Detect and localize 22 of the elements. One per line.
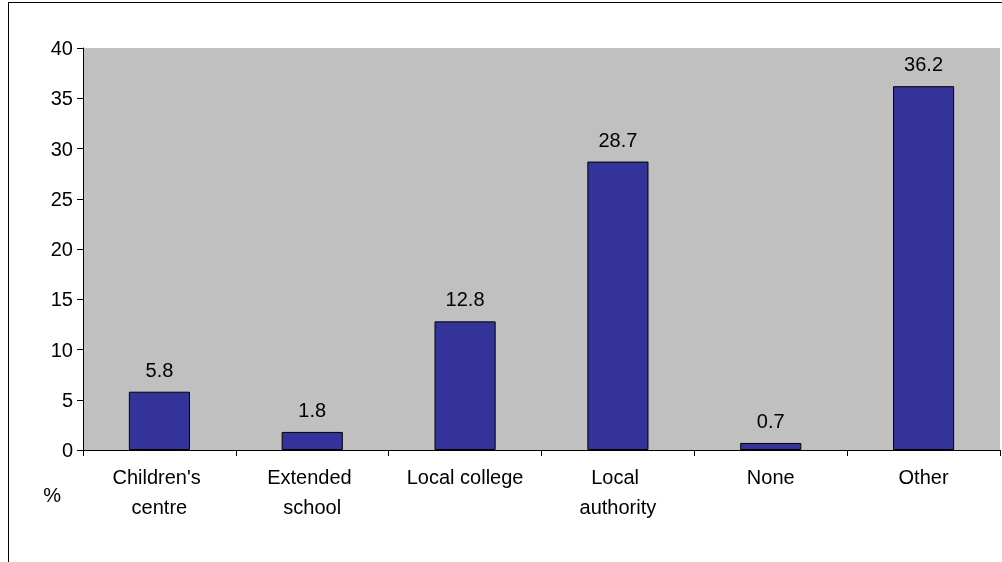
x-tick-label: Local college: [406, 466, 524, 488]
x-tick-label: Extended school: [267, 466, 358, 518]
data-label: 0.7: [756, 409, 785, 432]
y-tick-label: 10: [50, 338, 73, 361]
x-tick-label: Local authority: [579, 466, 657, 518]
x-tick-label: Children's centre: [112, 466, 207, 518]
y-tick-label: 30: [50, 137, 73, 160]
data-label: 5.8: [145, 358, 174, 381]
y-tick-label: 0: [61, 439, 73, 461]
data-label: 28.7: [598, 128, 638, 151]
y-axis-title: %: [43, 484, 62, 506]
y-tick-label: 25: [50, 187, 73, 210]
data-label: 36.2: [904, 53, 944, 76]
x-tick-label: Other: [898, 466, 949, 488]
x-tick-label: None: [746, 466, 795, 488]
y-tick-label: 5: [61, 388, 73, 411]
y-tick-label: 35: [50, 87, 73, 110]
data-label: 1.8: [298, 398, 327, 421]
y-tick-label: 15: [50, 288, 73, 311]
data-label: 12.8: [445, 288, 485, 311]
y-tick-label: 40: [50, 37, 73, 59]
y-tick-label: 20: [50, 238, 73, 260]
